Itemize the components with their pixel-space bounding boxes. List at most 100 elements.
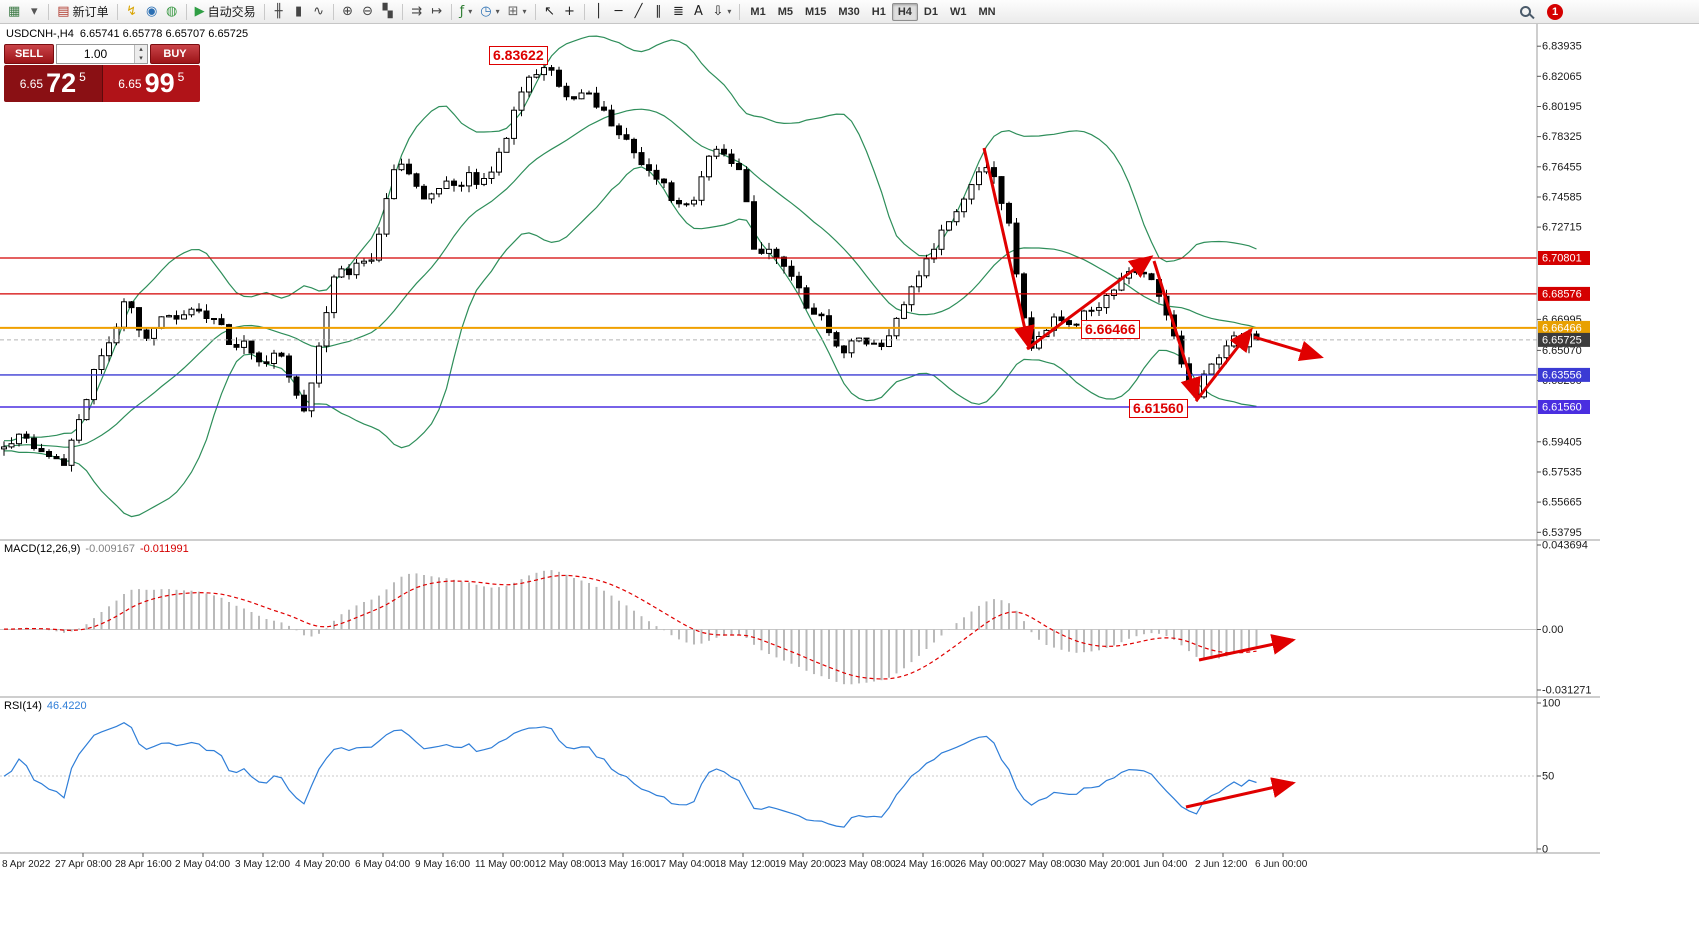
one-click-trading-panel: SELL 1.00 ▴ ▾ BUY 6.65 72 5 6.65 99 5 [4,44,200,102]
auto-scroll-button[interactable]: ⇉ [407,2,427,22]
buy-price-sup: 5 [177,70,185,84]
trend-arrow[interactable] [1253,335,1324,362]
timeframe-h4-button[interactable]: H4 [891,2,918,21]
symbol-name: USDCNH-,H4 [6,28,74,40]
trend-arrow[interactable] [1185,777,1296,809]
line-price-marker [1538,367,1590,382]
timeframe-mn-button[interactable]: MN [972,3,1001,21]
rsi-value: 46.4220 [46,700,87,712]
chart-dropdown-icon: ▾ [31,4,38,19]
price-marker-label: 6.70801 [1542,253,1582,265]
autotrading-label: 自动交易 [207,4,256,19]
cursor-button[interactable]: ↖ [540,2,560,22]
channel-icon: ∥ [655,4,662,19]
chart-dropdown-button[interactable]: ▾ [24,2,44,22]
macd-label: MACD(12,26,9) -0.009167 -0.011991 [4,543,189,555]
notification-badge[interactable]: 1 [1547,3,1563,20]
price-tick-label: 6.72715 [1542,222,1582,234]
chart-shift-button[interactable]: ↦ [427,2,447,22]
time-axis-label: 18 May 12:00 [715,859,776,870]
candlestick-chart-icon: ▮ [295,4,303,19]
autotrading-button[interactable]: ▶ 自动交易 [191,2,260,22]
volume-value[interactable]: 1.00 [83,47,108,61]
trendline-button[interactable]: ╱ [629,2,649,22]
horizontal-line-tool-icon: ─ [614,4,623,19]
timeframe-m15-button[interactable]: M15 [799,3,832,21]
text-tool-button[interactable]: A [689,2,709,22]
bar-chart-button[interactable]: ╫ [269,2,289,22]
new-order-button[interactable]: ▤ 新订单 [53,2,112,22]
line-price-marker [1538,286,1590,301]
arrows-tool-button[interactable]: ⇩ ▾ [709,2,736,22]
market-button[interactable]: ◉ [142,2,162,22]
buy-button[interactable]: BUY [150,44,200,64]
tile-windows-button[interactable]: ▚ [378,2,398,22]
price-tick-label: 6.82065 [1542,71,1582,83]
candlestick-chart-button[interactable]: ▮ [289,2,309,22]
symbol-info: USDCNH-,H4 6.65741 6.65778 6.65707 6.6572… [6,28,248,40]
channel-button[interactable]: ∥ [649,2,669,22]
toolbar-separator [583,3,585,20]
chevron-down-icon: ▾ [495,6,500,16]
timeframe-h1-button[interactable]: H1 [866,3,892,21]
fibonacci-button[interactable]: ≣ [669,2,689,22]
toolbar-group-draw: │ ─ ╱ ∥ ≣ A ⇩ ▾ [589,2,736,22]
volume-increase-button[interactable]: ▴ [135,45,147,54]
periods-button[interactable]: ◷ ▾ [476,2,503,22]
price-annotation[interactable]: 6.61560 [1129,399,1188,418]
trend-arrow[interactable] [1152,260,1201,402]
time-axis-label: 6 Jun 00:00 [1255,859,1308,870]
buy-price-big: 99 [144,68,175,98]
vertical-line-button[interactable]: │ [589,2,609,22]
volume-decrease-button[interactable]: ▾ [135,54,147,63]
trend-arrow[interactable] [1026,255,1154,351]
search-button[interactable] [1515,2,1535,22]
timeframe-w1-button[interactable]: W1 [944,3,973,21]
zoom-out-icon: ⊖ [362,4,374,19]
trend-arrow[interactable] [982,147,1035,350]
indicators-button[interactable]: ƒ ▾ [456,2,477,22]
new-chart-button[interactable]: ▦ [4,2,24,22]
line-chart-button[interactable]: ∿ [309,2,329,22]
timeframe-d1-button[interactable]: D1 [918,3,944,21]
toolbar-separator [450,3,452,20]
time-axis-label: 8 Apr 2022 [2,859,51,870]
trend-arrow[interactable] [1194,327,1253,402]
timeframe-m5-button[interactable]: M5 [772,3,799,21]
fibonacci-icon: ≣ [673,4,684,19]
metaeditor-button[interactable]: ↯ [122,2,142,22]
zoom-in-button[interactable]: ⊕ [338,2,358,22]
tile-windows-icon: ▚ [382,4,393,19]
toolbar-group-services: ↯ ◉ ◍ [122,2,182,22]
trend-arrow[interactable] [1198,634,1296,662]
horizontal-line-tool-button[interactable]: ─ [609,2,629,22]
toolbar-group-file: ▦ ▾ [4,2,44,22]
timeframe-m1-button[interactable]: M1 [744,3,771,21]
sell-button[interactable]: SELL [4,44,54,64]
time-axis-label: 1 Jun 04:00 [1135,859,1188,870]
toolbar-group-scroll: ⇉ ↦ [407,2,447,22]
time-axis-label: 23 May 08:00 [835,859,896,870]
price-annotation[interactable]: 6.66466 [1081,320,1140,339]
time-axis-label: 24 May 16:00 [895,859,956,870]
price-annotation[interactable]: 6.83622 [489,46,548,65]
new-chart-icon: ▦ [8,4,21,19]
templates-button[interactable]: ⊞ ▾ [504,2,531,22]
rsi-axis-label: 100 [1542,698,1560,710]
new-order-icon: ▤ [57,4,70,19]
signals-button[interactable]: ◍ [162,2,182,22]
zoom-out-button[interactable]: ⊖ [358,2,378,22]
sell-price-prefix: 6.65 [19,76,44,91]
bollinger-upper-band [3,35,1257,442]
crosshair-button[interactable]: + [560,2,580,22]
volume-stepper[interactable]: 1.00 ▴ ▾ [56,44,148,64]
toolbar-separator [534,3,536,20]
line-price-marker [1538,251,1590,265]
timeframe-m30-button[interactable]: M30 [832,3,865,21]
price-tick-label: 6.83935 [1542,41,1582,53]
rsi-layer [0,722,1537,828]
buy-price-prefix: 6.65 [118,76,142,91]
buy-price-display[interactable]: 6.65 99 5 [102,65,200,102]
sell-price-display[interactable]: 6.65 72 5 [4,65,103,102]
